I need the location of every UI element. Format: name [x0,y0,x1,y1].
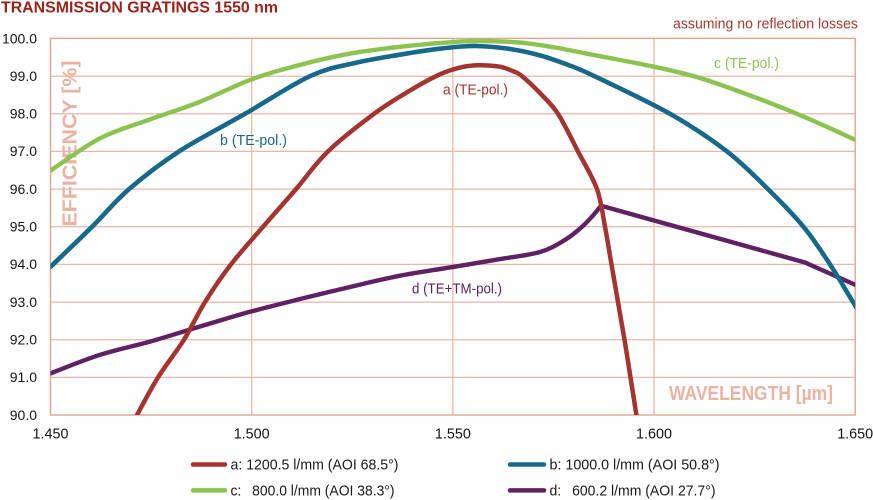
svg-text:1.500: 1.500 [234,426,270,443]
svg-text:a: 1200.5 l/mm (AOI 68.5°): a: 1200.5 l/mm (AOI 68.5°) [231,457,399,474]
svg-text:c (TE-pol.): c (TE-pol.) [714,55,779,72]
svg-text:96.0: 96.0 [10,181,37,197]
svg-text:1.600: 1.600 [636,426,672,443]
svg-text:EFFICIENCY [%]: EFFICIENCY [%] [60,61,82,227]
svg-text:a (TE-pol.): a (TE-pol.) [443,82,508,99]
svg-text:1.550: 1.550 [435,426,471,443]
svg-text:1.650: 1.650 [837,426,873,443]
svg-text:91.0: 91.0 [10,369,37,385]
svg-text:1.450: 1.450 [33,426,69,443]
svg-text:99.0: 99.0 [10,68,37,84]
svg-text:assuming no reflection losses: assuming no reflection losses [673,17,858,33]
svg-text:92.0: 92.0 [10,332,37,348]
svg-text:93.0: 93.0 [10,294,37,310]
svg-text:d: 600.2 l/mm (AOI 27.7°): d: 600.2 l/mm (AOI 27.7°) [550,482,716,499]
svg-text:95.0: 95.0 [10,219,37,235]
svg-text:d (TE+TM-pol.): d (TE+TM-pol.) [412,281,502,298]
svg-text:97.0: 97.0 [10,143,37,159]
svg-text:98.0: 98.0 [10,106,37,122]
svg-text:94.0: 94.0 [10,256,37,272]
svg-text:90.0: 90.0 [10,407,37,423]
svg-text:c: 800.0 l/mm (AOI 38.3°): c: 800.0 l/mm (AOI 38.3°) [231,482,395,499]
svg-text:b: 1000.0 l/mm (AOI 50.8°): b: 1000.0 l/mm (AOI 50.8°) [550,457,720,474]
svg-text:b (TE-pol.): b (TE-pol.) [220,132,287,149]
svg-text:WAVELENGTH [µm]: WAVELENGTH [µm] [669,383,833,405]
svg-text:TRANSMISSION GRATINGS 1550 nm: TRANSMISSION GRATINGS 1550 nm [1,0,278,17]
svg-text:100.0: 100.0 [2,30,37,46]
